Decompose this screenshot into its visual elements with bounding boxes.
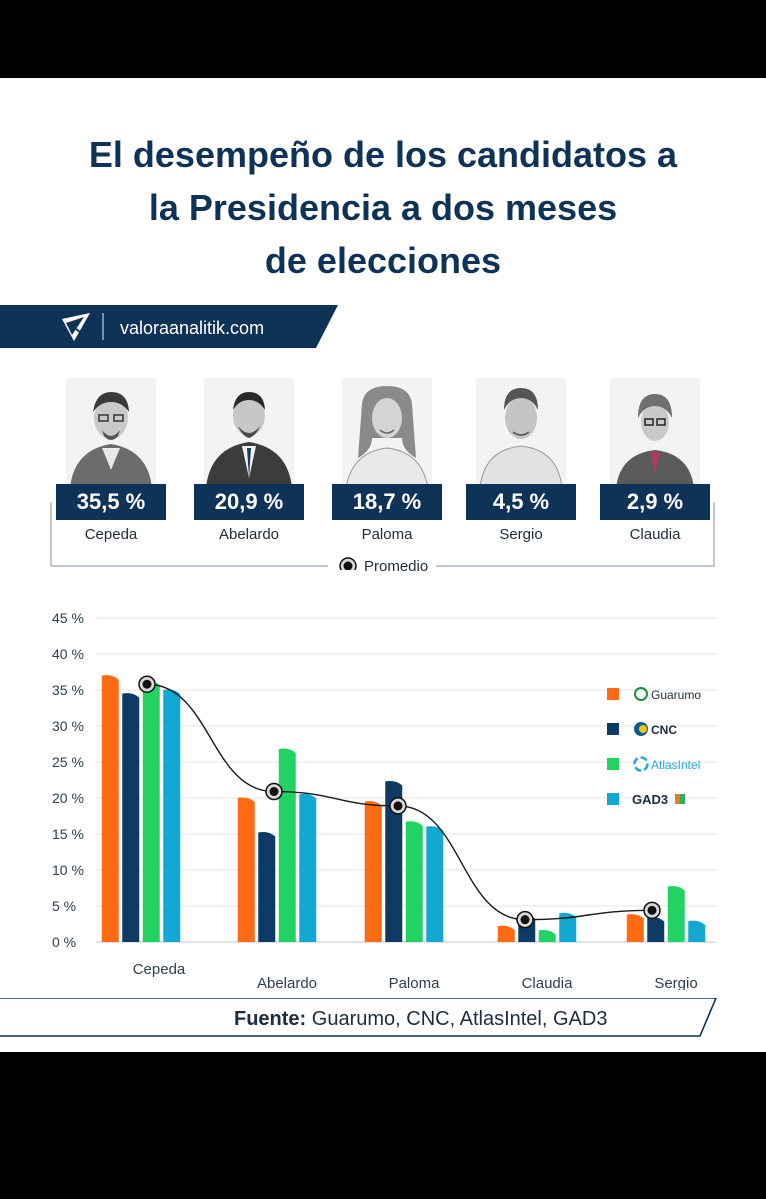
average-point-center bbox=[647, 905, 657, 915]
bar-cnc bbox=[122, 693, 140, 942]
average-marker-icon bbox=[339, 557, 357, 570]
atlasintel-logo-icon bbox=[633, 756, 649, 772]
y-tick-label: 20 % bbox=[52, 790, 84, 806]
bar-cnc bbox=[385, 780, 403, 942]
website-url: valoraanalitik.com bbox=[120, 318, 265, 338]
average-legend-frame bbox=[50, 502, 715, 570]
website-banner bbox=[0, 305, 338, 348]
average-point-center bbox=[269, 787, 279, 797]
x-category-label: Claudia bbox=[522, 975, 574, 990]
bar-gad3 bbox=[426, 826, 444, 942]
valora-logo-icon bbox=[62, 313, 90, 341]
gad3-logo-icon-part bbox=[680, 794, 685, 804]
average-point-center bbox=[393, 801, 403, 811]
poll-bar-chart: 0 % 5 % 10 % 15 % 20 % 25 % 30 % 35 % 40 % 45 % G… bbox=[52, 610, 716, 990]
y-tick-label: 40 % bbox=[52, 646, 84, 662]
page-title: El desempeño de los candidatos a la Pres… bbox=[40, 128, 726, 287]
legend-label-atlasintel: AtlasIntel bbox=[651, 758, 700, 772]
infographic-card: El desempeño de los candidatos a la Pres… bbox=[0, 78, 766, 1052]
candidate-name: Abelardo bbox=[218, 526, 280, 543]
title-line-3: de elecciones bbox=[264, 240, 502, 281]
average-point-center bbox=[520, 915, 530, 925]
bar-guarumo bbox=[237, 797, 255, 942]
candidate-portrait bbox=[610, 378, 700, 488]
x-category-label: Cepeda bbox=[133, 961, 186, 978]
candidate-portrait bbox=[66, 378, 156, 488]
bar-gad3 bbox=[559, 912, 577, 942]
title-line-1: El desempeño de los candidatos a bbox=[88, 134, 678, 175]
legend-swatch-atlasintel bbox=[607, 758, 619, 770]
y-tick-label: 45 % bbox=[52, 610, 84, 626]
legend-swatch-gad3 bbox=[607, 793, 619, 805]
bar-cnc bbox=[258, 832, 276, 942]
bar-atlasintel bbox=[538, 929, 556, 942]
bar-atlasintel bbox=[142, 680, 160, 942]
source-banner bbox=[0, 998, 717, 1037]
bar-gad3 bbox=[688, 920, 706, 942]
average-legend-label: Promedio bbox=[364, 558, 429, 575]
legend-label-gad3: GAD3 bbox=[632, 792, 668, 807]
candidate-percent: 20,9 % bbox=[194, 484, 304, 520]
bar-atlasintel bbox=[405, 821, 423, 942]
bar-guarumo bbox=[626, 914, 644, 942]
candidate-name: Paloma bbox=[361, 526, 413, 543]
source-prefix: Fuente: bbox=[234, 1008, 307, 1030]
bar-atlasintel bbox=[667, 886, 685, 942]
source-list: Guarumo, CNC, AtlasIntel, GAD3 bbox=[311, 1008, 608, 1030]
bar-guarumo bbox=[101, 675, 119, 942]
source-text: Fuente: Guarumo, CNC, AtlasIntel, GAD3 bbox=[234, 1008, 607, 1031]
y-tick-label: 35 % bbox=[52, 682, 84, 698]
y-tick-label: 30 % bbox=[52, 718, 84, 734]
legend-label-cnc: CNC bbox=[651, 723, 677, 737]
y-tick-label: 10 % bbox=[52, 862, 84, 878]
y-tick-label: 15 % bbox=[52, 826, 84, 842]
bar-cnc bbox=[647, 917, 665, 942]
average-point-center bbox=[142, 679, 152, 689]
legend-swatch-cnc bbox=[607, 723, 619, 735]
bar-guarumo bbox=[364, 801, 382, 942]
x-category-label: Abelardo bbox=[257, 975, 317, 990]
candidate-percent: 35,5 % bbox=[56, 484, 166, 520]
title-line-2: la Presidencia a dos meses bbox=[148, 187, 618, 228]
candidate-portrait bbox=[342, 378, 432, 488]
candidate-name: Claudia bbox=[629, 526, 681, 543]
y-tick-label: 5 % bbox=[52, 898, 76, 914]
cnc-logo-icon-inner bbox=[639, 725, 647, 733]
legend-swatch-guarumo bbox=[607, 688, 619, 700]
x-category-label: Paloma bbox=[389, 975, 441, 990]
candidate-name: Sergio bbox=[499, 526, 543, 543]
candidate-portrait bbox=[476, 378, 566, 488]
bar-gad3 bbox=[163, 689, 181, 942]
y-tick-label: 25 % bbox=[52, 754, 84, 770]
legend-label-guarumo: Guarumo bbox=[651, 688, 701, 702]
bar-gad3 bbox=[299, 793, 317, 942]
candidate-percent: 18,7 % bbox=[332, 484, 442, 520]
guarumo-logo-icon bbox=[634, 687, 648, 701]
bar-atlasintel bbox=[278, 748, 296, 942]
bar-guarumo bbox=[497, 925, 515, 942]
x-category-label: Sergio bbox=[654, 975, 697, 990]
candidate-name: Cepeda bbox=[84, 526, 138, 543]
candidate-percent: 2,9 % bbox=[600, 484, 710, 520]
candidate-portrait bbox=[204, 378, 294, 488]
candidate-percent: 4,5 % bbox=[466, 484, 576, 520]
y-tick-label: 0 % bbox=[52, 934, 76, 950]
